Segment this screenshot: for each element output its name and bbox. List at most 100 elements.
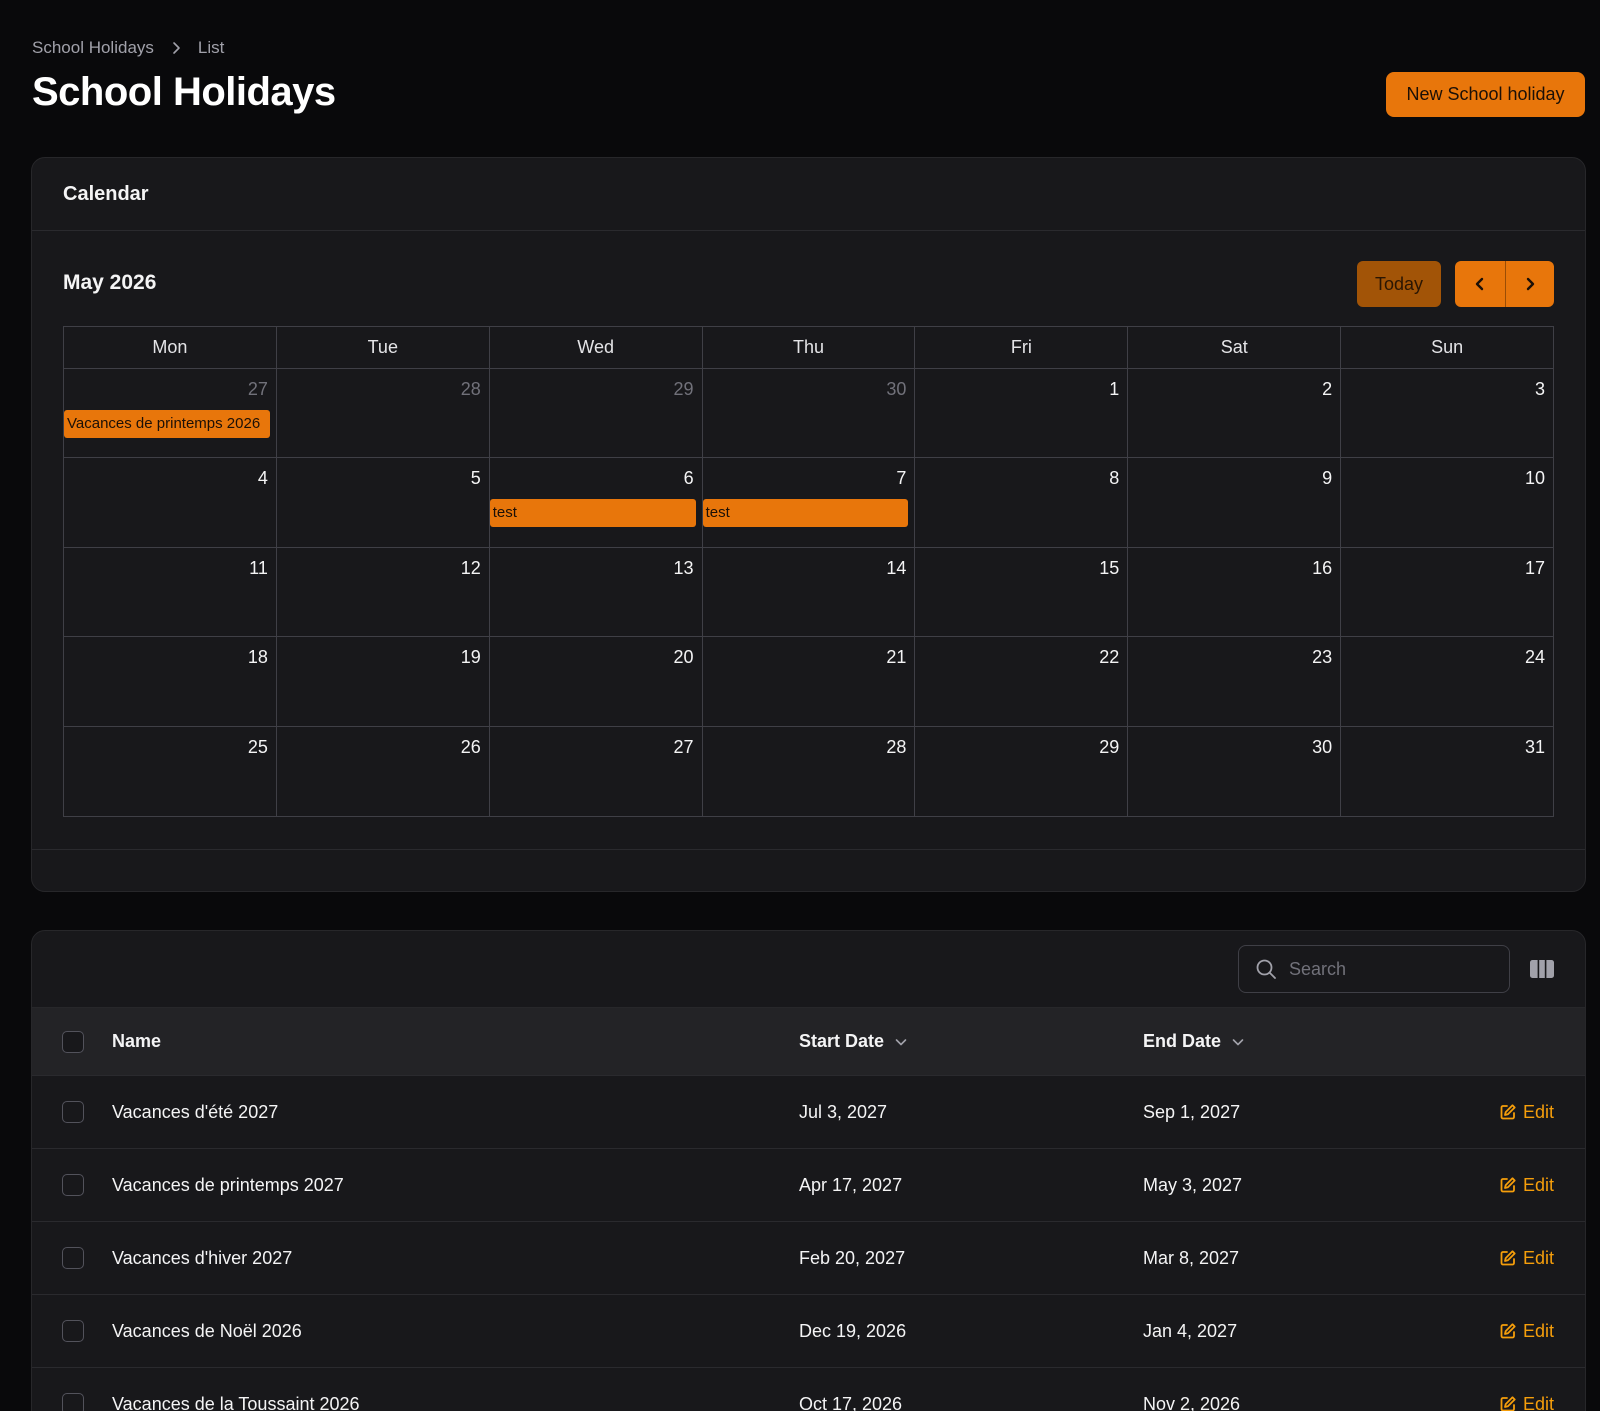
calendar-day[interactable]: 3 — [1341, 369, 1553, 457]
calendar-day[interactable]: 1 — [915, 369, 1129, 458]
day-number: 3 — [1535, 379, 1546, 399]
row-checkbox[interactable] — [62, 1247, 84, 1269]
table-row[interactable]: Vacances d'été 2027 Jul 3, 2027 Sep 1, 2… — [32, 1076, 1585, 1149]
day-number: 13 — [673, 557, 694, 578]
calendar-day[interactable]: 4 — [64, 458, 277, 547]
breadcrumb-current: List — [197, 38, 225, 57]
edit-icon — [1500, 1177, 1516, 1193]
today-button[interactable]: Today — [1357, 261, 1441, 307]
next-month-button[interactable] — [1504, 261, 1554, 307]
day-number: 15 — [1099, 557, 1120, 578]
calendar-grid: Mon Tue Wed Thu Fri Sat Sun 27 Vacances … — [63, 326, 1554, 817]
calendar-day[interactable]: 29 — [915, 726, 1129, 816]
day-number: 19 — [460, 647, 481, 668]
day-number: 12 — [460, 557, 481, 578]
table-row[interactable]: Vacances d'hiver 2027 Feb 20, 2027 Mar 8… — [32, 1222, 1585, 1295]
day-number: 30 — [886, 379, 907, 399]
calendar-day[interactable]: 27 Vacances de printemps 2026 — [64, 369, 277, 458]
calendar-day[interactable]: 28 — [703, 726, 916, 816]
search-box[interactable] — [1238, 945, 1510, 993]
calendar-day[interactable]: 8 — [915, 458, 1129, 547]
calendar-day[interactable]: 14 — [703, 547, 916, 637]
row-checkbox[interactable] — [62, 1320, 84, 1342]
calendar-day[interactable]: 22 — [915, 637, 1129, 726]
holidays-table-card: Name Start Date End Date Vacances d'été … — [31, 930, 1586, 1411]
calendar-day[interactable]: 16 — [1128, 547, 1342, 637]
cell-start-date: Oct 17, 2026 — [799, 1393, 903, 1411]
calendar-day[interactable]: 15 — [915, 547, 1129, 637]
table-row[interactable]: Vacances de printemps 2027 Apr 17, 2027 … — [32, 1149, 1585, 1222]
calendar-day[interactable]: 23 — [1128, 637, 1342, 726]
edit-button[interactable]: Edit — [1499, 1076, 1554, 1148]
day-number: 10 — [1524, 468, 1546, 489]
day-number: 24 — [1524, 647, 1546, 668]
row-checkbox[interactable] — [62, 1393, 84, 1411]
row-checkbox[interactable] — [62, 1101, 84, 1123]
calendar-day[interactable]: 7 test — [702, 458, 916, 547]
calendar-day[interactable]: 19 — [277, 637, 490, 726]
search-input[interactable] — [1289, 958, 1489, 980]
calendar-day[interactable]: 25 — [64, 726, 277, 816]
cell-name: Vacances d'hiver 2027 — [112, 1247, 293, 1268]
edit-button[interactable]: Edit — [1499, 1295, 1554, 1367]
calendar-day[interactable]: 12 — [277, 547, 490, 637]
calendar-day[interactable]: 18 — [64, 637, 277, 726]
calendar-section-title: Calendar — [32, 158, 1585, 231]
edit-button[interactable]: Edit — [1499, 1368, 1554, 1411]
edit-label: Edit — [1522, 1174, 1554, 1195]
calendar-week: 27 Vacances de printemps 2026 28 29 30 1… — [64, 369, 1553, 459]
column-header-start-date[interactable]: Start Date — [799, 1008, 908, 1075]
calendar-day[interactable]: 27 — [490, 726, 703, 816]
calendar-day[interactable]: 13 — [490, 547, 703, 637]
calendar-day[interactable]: 31 — [1341, 727, 1553, 816]
calendar-event[interactable]: Vacances de printemps 2026 — [64, 410, 270, 438]
calendar-day[interactable]: 10 — [1341, 458, 1553, 546]
select-all-checkbox[interactable] — [62, 1031, 84, 1053]
cell-name: Vacances d'été 2027 — [112, 1101, 279, 1122]
day-number: 4 — [257, 468, 268, 489]
calendar-day[interactable]: 6 test — [489, 458, 703, 547]
calendar-day[interactable]: 26 — [277, 726, 490, 816]
calendar-day[interactable]: 30 — [703, 369, 916, 458]
day-number: 7 — [896, 468, 907, 489]
edit-button[interactable]: Edit — [1499, 1149, 1554, 1221]
calendar-footer-divider — [32, 849, 1585, 850]
day-number: 21 — [886, 647, 907, 668]
chevron-right-icon — [1526, 277, 1534, 291]
table-header-row: Name Start Date End Date — [32, 1008, 1585, 1076]
cell-name: Vacances de Noël 2026 — [112, 1320, 302, 1341]
edit-label: Edit — [1522, 1101, 1554, 1122]
calendar-day[interactable]: 30 — [1128, 726, 1342, 816]
prev-month-button[interactable] — [1455, 261, 1505, 307]
calendar-day[interactable]: 28 — [277, 369, 490, 458]
column-toggle-icon[interactable] — [1529, 959, 1555, 979]
edit-icon — [1500, 1250, 1516, 1266]
column-header-name: Name — [112, 1031, 162, 1051]
breadcrumb-parent[interactable]: School Holidays — [32, 38, 154, 57]
calendar-day[interactable]: 21 — [703, 637, 916, 726]
edit-label: Edit — [1522, 1247, 1554, 1268]
calendar-day[interactable]: 9 — [1128, 458, 1342, 547]
weekday-sat: Sat — [1128, 327, 1342, 368]
edit-button[interactable]: Edit — [1499, 1222, 1554, 1294]
chevron-down-icon — [895, 1038, 907, 1045]
calendar-event[interactable]: test — [489, 499, 696, 528]
table-row[interactable]: Vacances de la Toussaint 2026 Oct 17, 20… — [32, 1368, 1585, 1411]
calendar-day[interactable]: 17 — [1341, 548, 1553, 636]
breadcrumb: School Holidays List — [32, 38, 224, 58]
calendar-day[interactable]: 2 — [1128, 369, 1342, 458]
calendar-day[interactable]: 5 — [277, 458, 490, 547]
calendar-day[interactable]: 20 — [490, 637, 703, 726]
row-checkbox[interactable] — [62, 1174, 84, 1196]
calendar-day[interactable]: 29 — [490, 369, 703, 458]
table-row[interactable]: Vacances de Noël 2026 Dec 19, 2026 Jan 4… — [32, 1295, 1585, 1368]
calendar-day[interactable]: 11 — [64, 547, 277, 637]
calendar-day[interactable]: 24 — [1341, 637, 1553, 725]
column-header-end-date[interactable]: End Date — [1143, 1008, 1245, 1075]
cell-name: Vacances de la Toussaint 2026 — [112, 1393, 360, 1411]
new-school-holiday-button[interactable]: New School holiday — [1386, 72, 1585, 117]
cell-end-date: Mar 8, 2027 — [1143, 1247, 1240, 1268]
calendar-event[interactable]: test — [702, 499, 909, 528]
calendar-week: 4 5 6 test 7 test 8 9 10 — [64, 458, 1553, 548]
day-number: 31 — [1524, 736, 1546, 757]
